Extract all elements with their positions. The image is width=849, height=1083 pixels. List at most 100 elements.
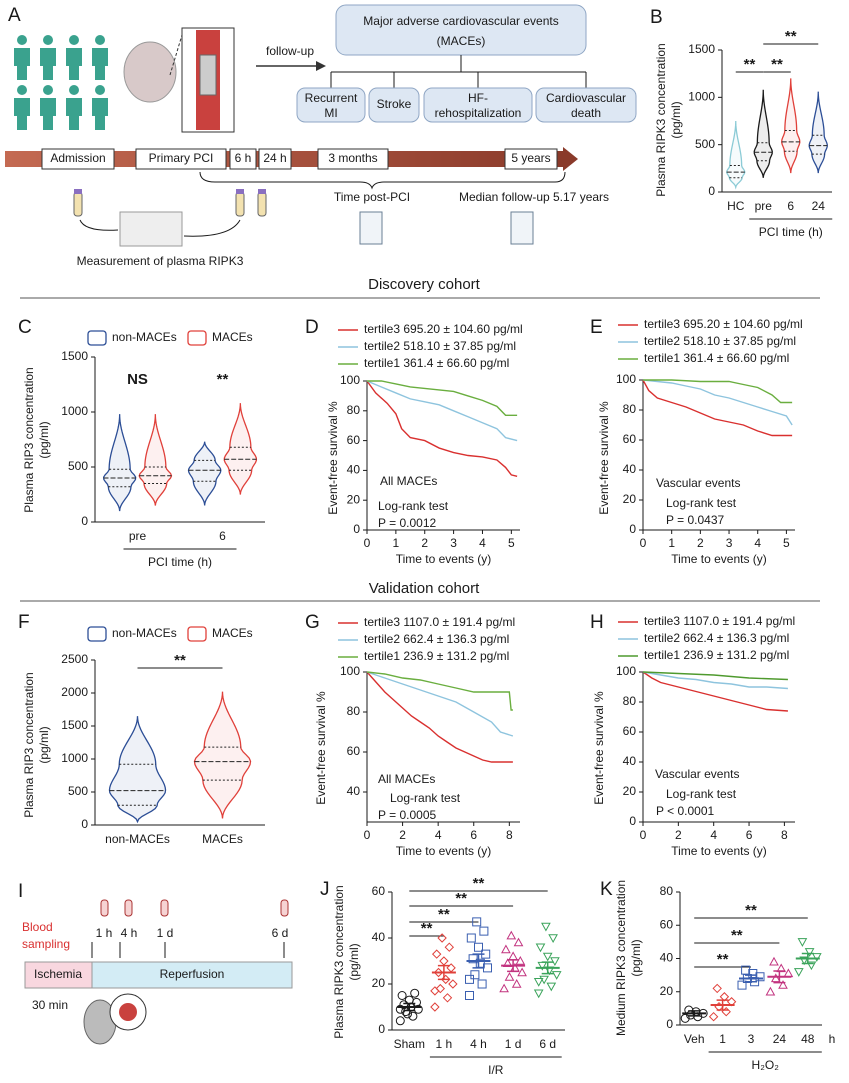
significance-label: ** [744, 56, 756, 73]
error-bar [507, 959, 520, 973]
y-tick-label: 80 [623, 402, 637, 416]
event-label: Cardiovascular [546, 91, 626, 105]
data-point [551, 971, 562, 980]
panel-label: E [590, 317, 603, 338]
y-tick-label: 80 [660, 884, 674, 898]
outcome-label: (MACEs) [437, 34, 486, 48]
patients-icon [14, 35, 108, 130]
zoom-line [169, 34, 183, 76]
data-point [546, 982, 557, 992]
arrow-head [316, 61, 326, 71]
timeline-label: Primary PCI [149, 151, 214, 165]
survival-curve [366, 380, 518, 478]
panel-label: G [305, 612, 320, 633]
data-point [431, 949, 442, 959]
data-point [430, 1002, 440, 1012]
y-axis-label: Plasma RIPK3 concentration [654, 43, 668, 196]
x-tick-label: 8 [781, 828, 788, 842]
y-tick-label: 1000 [61, 751, 88, 765]
panel-label: H [590, 612, 604, 633]
legend-label: MACEs [212, 330, 253, 344]
x-tick-label: 4 [710, 828, 717, 842]
data-point [408, 1011, 418, 1021]
timeline-label: 6 h [235, 151, 252, 165]
y-axis-label: Event-free survival % [314, 691, 328, 805]
y-axis-label: Medium RIPK3 concentration [614, 880, 628, 1036]
y-tick-label: 0 [708, 184, 715, 198]
data-point [508, 951, 518, 961]
y-tick-label: 40 [623, 462, 637, 476]
data-point [474, 942, 483, 952]
y-tick-label: 60 [660, 917, 674, 931]
significance-label: ** [473, 875, 485, 892]
annotation: P < 0.0001 [656, 804, 714, 818]
sampling-tubes [100, 899, 289, 917]
significance-label: ** [745, 902, 757, 919]
data-point [465, 974, 474, 984]
timeline-box [41, 148, 115, 170]
data-point [793, 968, 804, 977]
sample-tubes [73, 189, 267, 217]
survival-curve [642, 671, 788, 690]
tree-lines [330, 55, 587, 88]
y-axis-label: Plasma RIP3 concentration [22, 672, 36, 817]
data-point [806, 961, 817, 971]
x-axis-label: Time to events (y) [671, 844, 767, 858]
violin [138, 414, 173, 506]
sample-arrows [79, 219, 241, 237]
y-tick-label: 80 [623, 694, 637, 708]
stent [199, 54, 217, 96]
x-tick-label: 1 [668, 536, 675, 550]
y-tick-label: 2500 [61, 652, 88, 666]
x-axis-label: Time to events (y) [396, 844, 492, 858]
x-tick-label: 2 [421, 536, 428, 550]
error-bar [801, 952, 814, 965]
legend-label: tertile2 662.4 ± 136.3 pg/ml [364, 632, 509, 646]
annotation: P = 0.0012 [378, 516, 436, 530]
person-head [17, 35, 27, 45]
y-axis-label: Plasma RIPK3 concentration [332, 885, 346, 1038]
data-point [472, 917, 482, 927]
data-point [535, 943, 546, 953]
violin [108, 716, 167, 824]
survival-curve [366, 380, 518, 442]
data-point [548, 934, 558, 944]
y-tick-label: 20 [347, 492, 361, 506]
y-tick-label: 0 [353, 522, 360, 536]
y-axis-label: Event-free survival % [326, 401, 340, 515]
violin [187, 441, 222, 506]
survival-curve [642, 379, 793, 437]
annotation: All MACEs [378, 772, 435, 786]
tube [235, 191, 245, 217]
timeline-label: 24 h [263, 151, 286, 165]
error-bar [716, 999, 729, 1011]
person-body [92, 48, 108, 80]
sampling-arrows [91, 942, 285, 958]
timeline-label: Admission [50, 151, 105, 165]
x-axis-label: Time to events (y) [396, 552, 492, 566]
x-axis-label: PCI time (h) [148, 555, 212, 569]
y-tick-label: 500 [695, 137, 715, 151]
x-tick-label: 3 [748, 1032, 755, 1046]
data-point [442, 993, 453, 1003]
survival-curve [642, 671, 788, 681]
x-tick-label: 4 [754, 536, 761, 550]
x-tick-label: 1 d [505, 1037, 522, 1051]
x-tick-label: 1 h [436, 1037, 453, 1051]
legend-label: MACEs [212, 626, 253, 640]
time-label: 1 h [96, 926, 113, 940]
x-tick-label: 4 [435, 828, 442, 842]
follow-up-median: Median follow-up 5.17 years [459, 190, 609, 204]
data-point [769, 956, 779, 966]
data-point [797, 938, 808, 947]
error-bar [745, 974, 757, 983]
data-point [437, 933, 447, 943]
panel-label: J [320, 879, 330, 900]
y-tick-label: 0 [81, 817, 88, 831]
y-tick-label: 40 [623, 754, 637, 768]
x-tick-label: pre [755, 199, 773, 213]
x-tick-label: 8 [506, 828, 513, 842]
event-label: death [571, 106, 601, 120]
person-body [14, 98, 30, 130]
tube-cap [74, 189, 82, 194]
